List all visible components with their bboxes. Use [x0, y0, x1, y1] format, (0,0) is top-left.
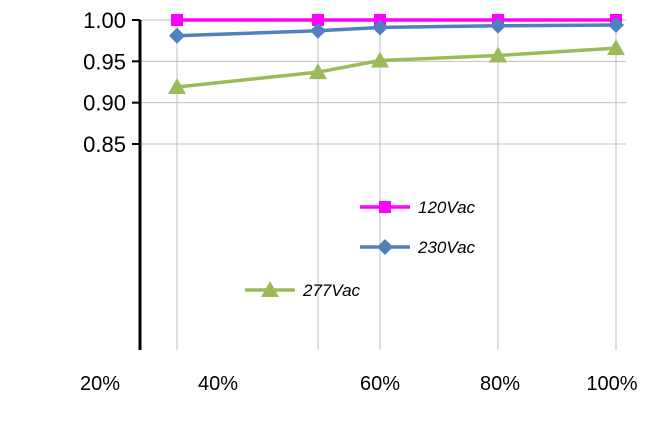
y-tick-label: 0.95 [83, 49, 126, 74]
y-tick-label: 0.90 [83, 91, 126, 116]
legend-label-120Vac: 120Vac [418, 198, 476, 217]
series-line-277Vac [177, 48, 616, 87]
legend-marker-120Vac [379, 201, 391, 213]
x-tick-label: 80% [480, 373, 520, 395]
x-axis-ticks: 20% 40% 60% 80% 100% [80, 373, 638, 395]
data-point-120Vac [171, 14, 183, 26]
x-tick-label: 60% [360, 373, 400, 395]
legend-label-277Vac: 277Vac [302, 281, 361, 300]
chart-gridlines [140, 20, 626, 350]
legend-marker-230Vac [377, 239, 393, 255]
x-tick-label: 40% [198, 373, 238, 395]
chart-legend: 120Vac 230Vac 277Vac [245, 198, 476, 300]
y-axis-ticks: 1.00 0.95 0.90 0.85 [83, 8, 140, 157]
x-tick-label: 20% [80, 373, 120, 395]
y-tick-label: 0.85 [83, 132, 126, 157]
data-point-230Vac [169, 28, 185, 44]
chart-series [168, 14, 625, 94]
legend-label-230Vac: 230Vac [417, 238, 476, 257]
series-line-230Vac [177, 25, 616, 36]
y-tick-label: 1.00 [83, 8, 126, 33]
x-tick-label: 100% [586, 373, 637, 395]
